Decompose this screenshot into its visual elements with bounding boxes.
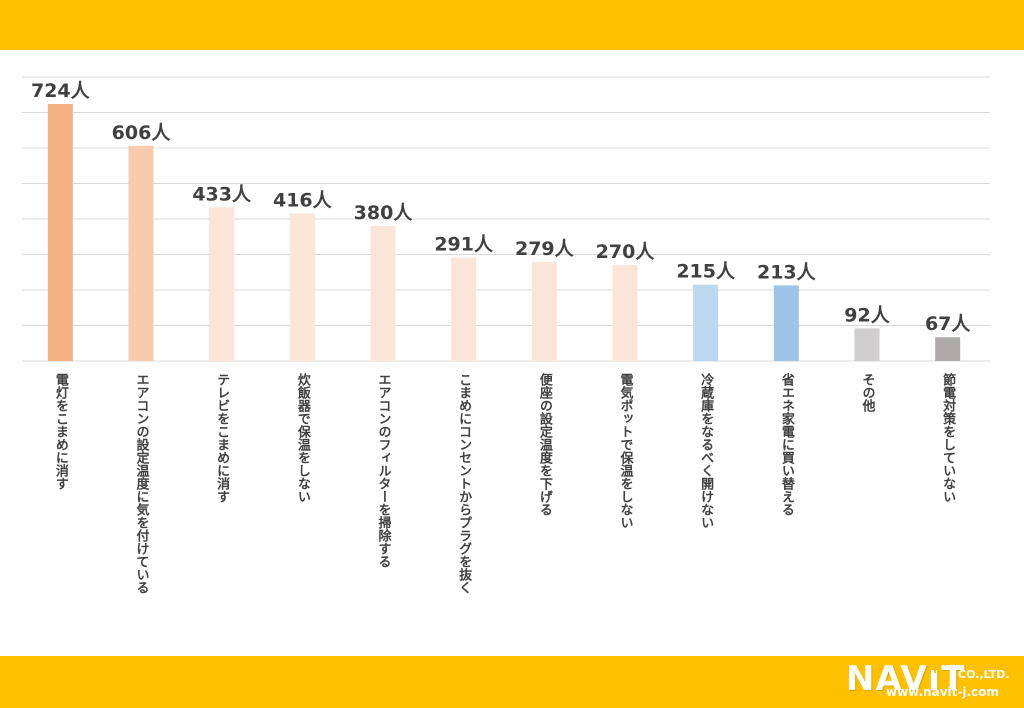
category-label: 電気ポットで保温をしない [618,373,635,529]
category-label: 電灯をこまめに消す [53,373,68,490]
bar [370,226,396,361]
data-label: 270人 [596,241,656,263]
data-label: 215人 [676,261,736,283]
data-label: 416人 [273,189,333,211]
bar [289,213,315,361]
bar [128,145,154,361]
bar [531,261,557,361]
category-label: 節電対策をしていない [940,372,957,503]
company-logo: NAVIT CO.,LTD. www.navit-j.com [846,661,1022,705]
data-label: 380人 [354,202,414,224]
data-label: 213人 [757,261,817,283]
data-label: 279人 [515,238,575,260]
bar [935,337,961,361]
data-label: 92人 [844,304,890,326]
top-banner [0,0,1024,50]
category-label: 炊飯器で保温をしない [295,372,312,503]
category-label: テレビをこまめに消す [214,373,230,503]
bottom-banner [0,656,1024,708]
data-label: 433人 [192,183,252,205]
data-label: 606人 [112,122,172,144]
data-label: 291人 [434,234,494,256]
bar [693,284,719,361]
category-label: エアコンのフィルターを掃除する [376,373,392,568]
bar [773,285,799,361]
logo-url: www.navit-j.com [886,685,999,699]
category-label: こまめにコンセントからプラグを抜く [456,373,472,594]
category-label: 便座の設定温度を下げる [537,372,554,516]
logo-brand: NAVIT [846,659,966,699]
category-label: エアコンの設定温度に気を付けている [134,373,151,594]
bar [854,328,880,361]
category-label: その他 [860,373,877,413]
data-label: 724人 [31,80,91,102]
data-label: 67人 [925,313,971,335]
bar [209,207,235,361]
bar [47,103,73,361]
bar [612,265,638,361]
category-label: 冷蔵庫をなるべく開けない [698,372,714,529]
bar [451,257,477,361]
category-label: 省エネ家電に買い替える [779,372,796,516]
plug-icon [930,661,940,673]
logo-suffix: CO.,LTD. [958,668,1010,681]
